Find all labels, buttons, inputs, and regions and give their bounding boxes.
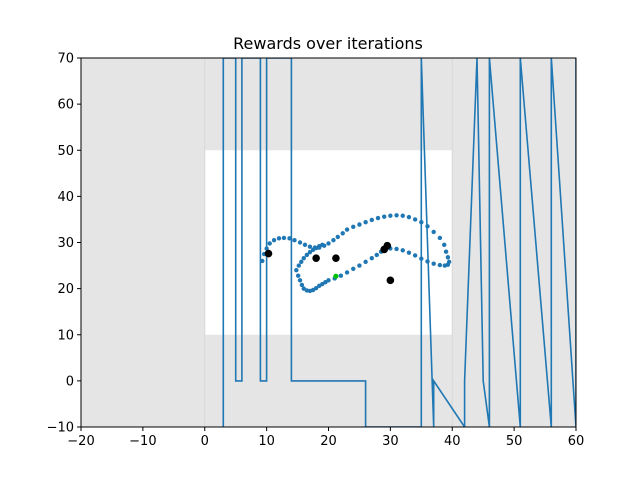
plot-area <box>81 58 576 427</box>
scatter-point <box>363 220 368 225</box>
scatter-point <box>445 255 451 260</box>
scatter-point <box>297 278 303 283</box>
scatter-point <box>287 236 292 241</box>
x-tick-label: −10 <box>129 434 156 449</box>
scatter-point <box>335 234 340 240</box>
scatter-point <box>294 267 299 273</box>
scatter-point <box>307 249 313 255</box>
scatter-point <box>394 246 399 252</box>
scatter-point <box>301 255 306 261</box>
y-tick-label: 30 <box>57 236 74 251</box>
x-tick-label: 40 <box>444 434 461 449</box>
scatter-point <box>374 252 379 258</box>
y-tick-label: 60 <box>57 98 74 113</box>
chart-title: Rewards over iterations <box>233 34 423 53</box>
scatter-point <box>425 224 430 229</box>
scatter-point <box>357 263 362 268</box>
y-tick-label: 10 <box>57 328 74 343</box>
x-tick-label: 50 <box>506 434 523 449</box>
x-tick-label: 0 <box>201 434 209 449</box>
x-tick-label: 60 <box>568 434 585 449</box>
scatter-point <box>299 282 305 288</box>
scatter-point <box>406 250 412 255</box>
y-tick-label: 0 <box>66 374 74 389</box>
scatter-point <box>443 249 449 254</box>
scatter-point <box>363 259 368 265</box>
x-tick-label: 10 <box>258 434 275 449</box>
x-tick-label: −20 <box>67 434 94 449</box>
scatter-point <box>301 286 306 291</box>
scatter-point <box>437 262 443 268</box>
scatter-point <box>406 214 412 220</box>
scatter-point <box>271 237 277 243</box>
scatter-point <box>338 273 344 278</box>
scatter-point <box>304 252 310 258</box>
y-tick-label: 70 <box>57 52 74 67</box>
highlight-point <box>332 254 340 262</box>
highlight-point <box>386 276 395 285</box>
scatter-point <box>375 215 381 221</box>
start-point <box>333 273 339 279</box>
scatter-point <box>412 217 418 222</box>
scatter-point <box>419 220 424 225</box>
scatter-point <box>299 259 304 265</box>
scatter-point <box>281 235 287 241</box>
scatter-point <box>369 255 375 261</box>
scatter-point <box>400 248 405 253</box>
scatter-point <box>431 229 436 235</box>
scatter-point <box>317 283 322 289</box>
highlight-point <box>312 254 320 262</box>
scatter-point <box>260 258 265 264</box>
scatter-point <box>320 242 325 248</box>
scatter-point <box>295 273 301 278</box>
scatter-point <box>296 263 301 268</box>
scatter-point <box>357 222 362 227</box>
scatter-point <box>412 253 418 258</box>
y-tick-label: 50 <box>57 144 74 159</box>
highlight-point <box>264 249 273 258</box>
scatter-point <box>297 240 303 245</box>
y-tick-label: 40 <box>57 190 74 205</box>
scatter-point <box>331 237 336 243</box>
x-tick-label: 20 <box>320 434 337 449</box>
scatter-point <box>369 217 375 223</box>
scatter-point <box>344 270 350 275</box>
scatter-point <box>442 242 447 248</box>
highlight-point <box>383 241 392 250</box>
scatter-point <box>307 244 313 249</box>
scatter-point <box>351 224 356 230</box>
scatter-point <box>388 213 393 218</box>
scatter-point <box>264 246 269 251</box>
scatter-point <box>292 237 297 243</box>
y-tick-label: 20 <box>57 282 74 297</box>
scatter-point <box>431 261 436 266</box>
y-tick-label: −10 <box>47 421 74 436</box>
scatter-point <box>344 227 350 232</box>
scatter-point <box>400 213 405 218</box>
scatter-point <box>442 263 448 268</box>
scatter-point <box>302 242 308 248</box>
scatter-point <box>381 214 387 219</box>
reward-line <box>222 58 576 427</box>
scatter-point <box>267 241 272 246</box>
scatter-point <box>437 235 443 241</box>
x-tick-label: 30 <box>382 434 399 449</box>
scatter-point <box>326 241 331 246</box>
scatter-point <box>340 231 345 236</box>
scatter-point <box>394 213 399 218</box>
scatter-point <box>419 256 424 261</box>
scatter-point <box>425 259 430 264</box>
scatter-point <box>276 236 282 241</box>
scatter-point <box>351 266 356 271</box>
